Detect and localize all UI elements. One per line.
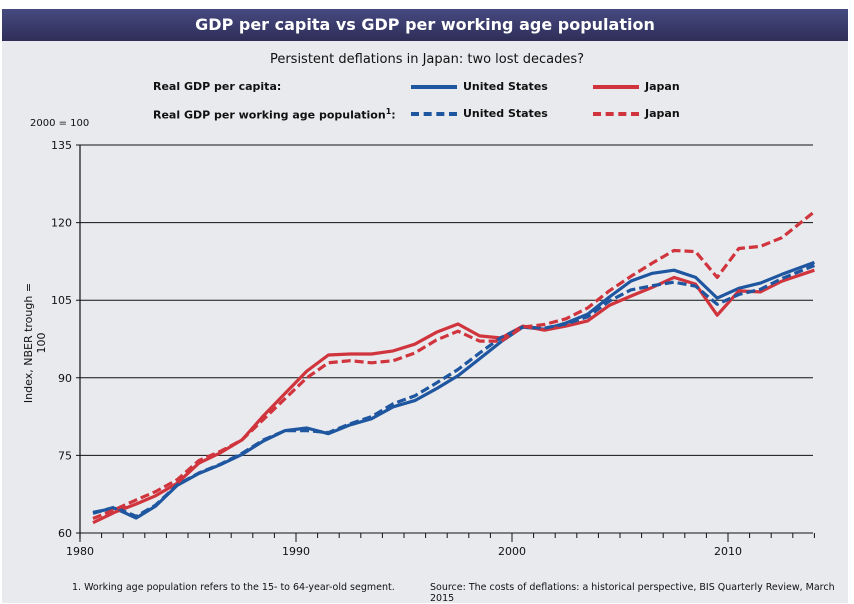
y-tick-label: 60	[58, 527, 72, 540]
x-tick-label: 2000	[498, 545, 526, 558]
legend-swatch-solid-blue	[411, 84, 457, 89]
chart-header: GDP per capita vs GDP per working age po…	[2, 9, 848, 41]
y-tick-label: 135	[51, 139, 72, 152]
y-tick-label: 105	[51, 294, 72, 307]
chart-panel	[2, 9, 848, 603]
legend-swatch-solid-red	[593, 84, 639, 89]
x-tick-label: 1990	[282, 545, 310, 558]
y-tick-label: 75	[58, 449, 72, 462]
legend-item-us-working-age: United States	[411, 107, 548, 120]
source-note: Source: The costs of deflations: a histo…	[430, 582, 835, 604]
y-tick-label: 90	[58, 372, 72, 385]
y-tick-label: 120	[51, 217, 72, 230]
legend-group-label-per-capita: Real GDP per capita:	[153, 80, 282, 93]
legend-group-label-working-age: Real GDP per working age population1:	[153, 107, 396, 122]
legend-item-japan-working-age: Japan	[593, 107, 680, 120]
legend-swatch-dashed-blue	[411, 111, 457, 116]
x-tick-label: 2010	[714, 545, 742, 558]
legend-item-japan-per-capita: Japan	[593, 80, 680, 93]
series-line-real-gdp-per-capita-japan	[92, 268, 815, 525]
chart-title: Persistent deflations in Japan: two lost…	[269, 52, 585, 67]
legend-label: Japan	[645, 80, 680, 93]
legend-colon: :	[391, 108, 396, 122]
units-note: 2000 = 100	[30, 118, 90, 129]
legend-group-label-working-age-text: Real GDP per working age population	[153, 108, 386, 122]
series-line-real-gdp-per-working-age-population-japan	[92, 210, 816, 520]
footnote: 1. Working age population refers to the …	[72, 582, 395, 593]
series-line-real-gdp-per-working-age-population-united-states	[92, 264, 815, 518]
legend-swatch-dashed-red	[593, 111, 639, 116]
footnote-marker: 1	[385, 107, 392, 116]
legend-item-us-per-capita: United States	[411, 80, 548, 93]
legend-label: United States	[463, 107, 548, 120]
x-tick-label: 1980	[66, 545, 94, 558]
legend-label: Japan	[645, 107, 680, 120]
legend-label: United States	[463, 80, 548, 93]
